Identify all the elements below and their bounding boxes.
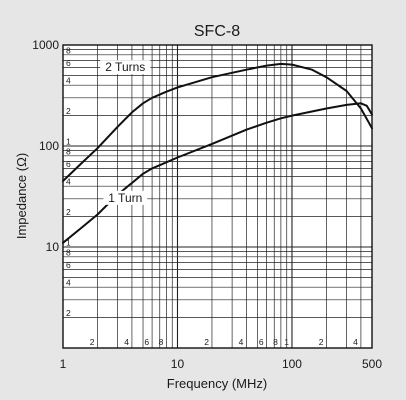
x-tick-label: 1 <box>60 357 67 371</box>
y-minor-tick-label: 1 <box>66 238 71 248</box>
series-label-1: 2 Turns <box>105 60 145 74</box>
y-minor-tick-label: 8 <box>66 45 71 55</box>
series-label-bg <box>103 190 148 205</box>
series-label-bg <box>100 60 151 75</box>
plot-frame <box>62 44 373 349</box>
x-minor-tick-label: 2 <box>204 337 209 347</box>
x-minor-tick-label: 4 <box>124 337 129 347</box>
series-label-2: 1 Turn <box>108 191 142 205</box>
x-axis-label: Frequency (MHz) <box>167 376 267 391</box>
x-minor-tick-label: 4 <box>239 337 244 347</box>
x-minor-tick-label: 8 <box>273 337 278 347</box>
y-tick-label: 10 <box>46 240 60 254</box>
y-minor-tick-label: 4 <box>66 278 71 288</box>
y-minor-tick-label: 8 <box>66 146 71 156</box>
y-minor-tick-label: 2 <box>66 207 71 217</box>
y-minor-tick-label: 6 <box>66 260 71 270</box>
y-tick-label: 100 <box>39 139 59 153</box>
y-minor-tick-label: 2 <box>66 308 71 318</box>
y-tick-label: 1000 <box>32 38 59 52</box>
x-tick-label: 500 <box>362 357 382 371</box>
series: 2 Turns 1 Turn <box>62 60 373 244</box>
x-minor-tick-label: 1 <box>284 337 289 347</box>
y-minor-tick-label: 8 <box>66 247 71 257</box>
y-minor-tick-label: 4 <box>66 177 71 187</box>
x-minor-tick-label: 4 <box>353 337 358 347</box>
x-minor-tick-label: 8 <box>159 337 164 347</box>
x-tick-label: 10 <box>171 357 185 371</box>
x-minor-tick-label: 2 <box>319 337 324 347</box>
series-line-1 <box>62 62 373 182</box>
y-minor-tick-label: 2 <box>66 106 71 116</box>
y-minor-tick-label: 6 <box>66 58 71 68</box>
x-minor-tick-label: 2 <box>90 337 95 347</box>
y-minor-tick-label: 6 <box>66 159 71 169</box>
x-minor-tick-label: 6 <box>259 337 264 347</box>
chart-title: SFC-8 <box>194 23 240 40</box>
grid <box>63 45 372 348</box>
y-minor-tick-label: 4 <box>66 76 71 86</box>
x-minor-tick-label: 6 <box>144 337 149 347</box>
y-minor-tick-label: 1 <box>66 137 71 147</box>
x-tick-label: 100 <box>282 357 302 371</box>
y-axis-label: Impedance (Ω) <box>14 153 29 239</box>
